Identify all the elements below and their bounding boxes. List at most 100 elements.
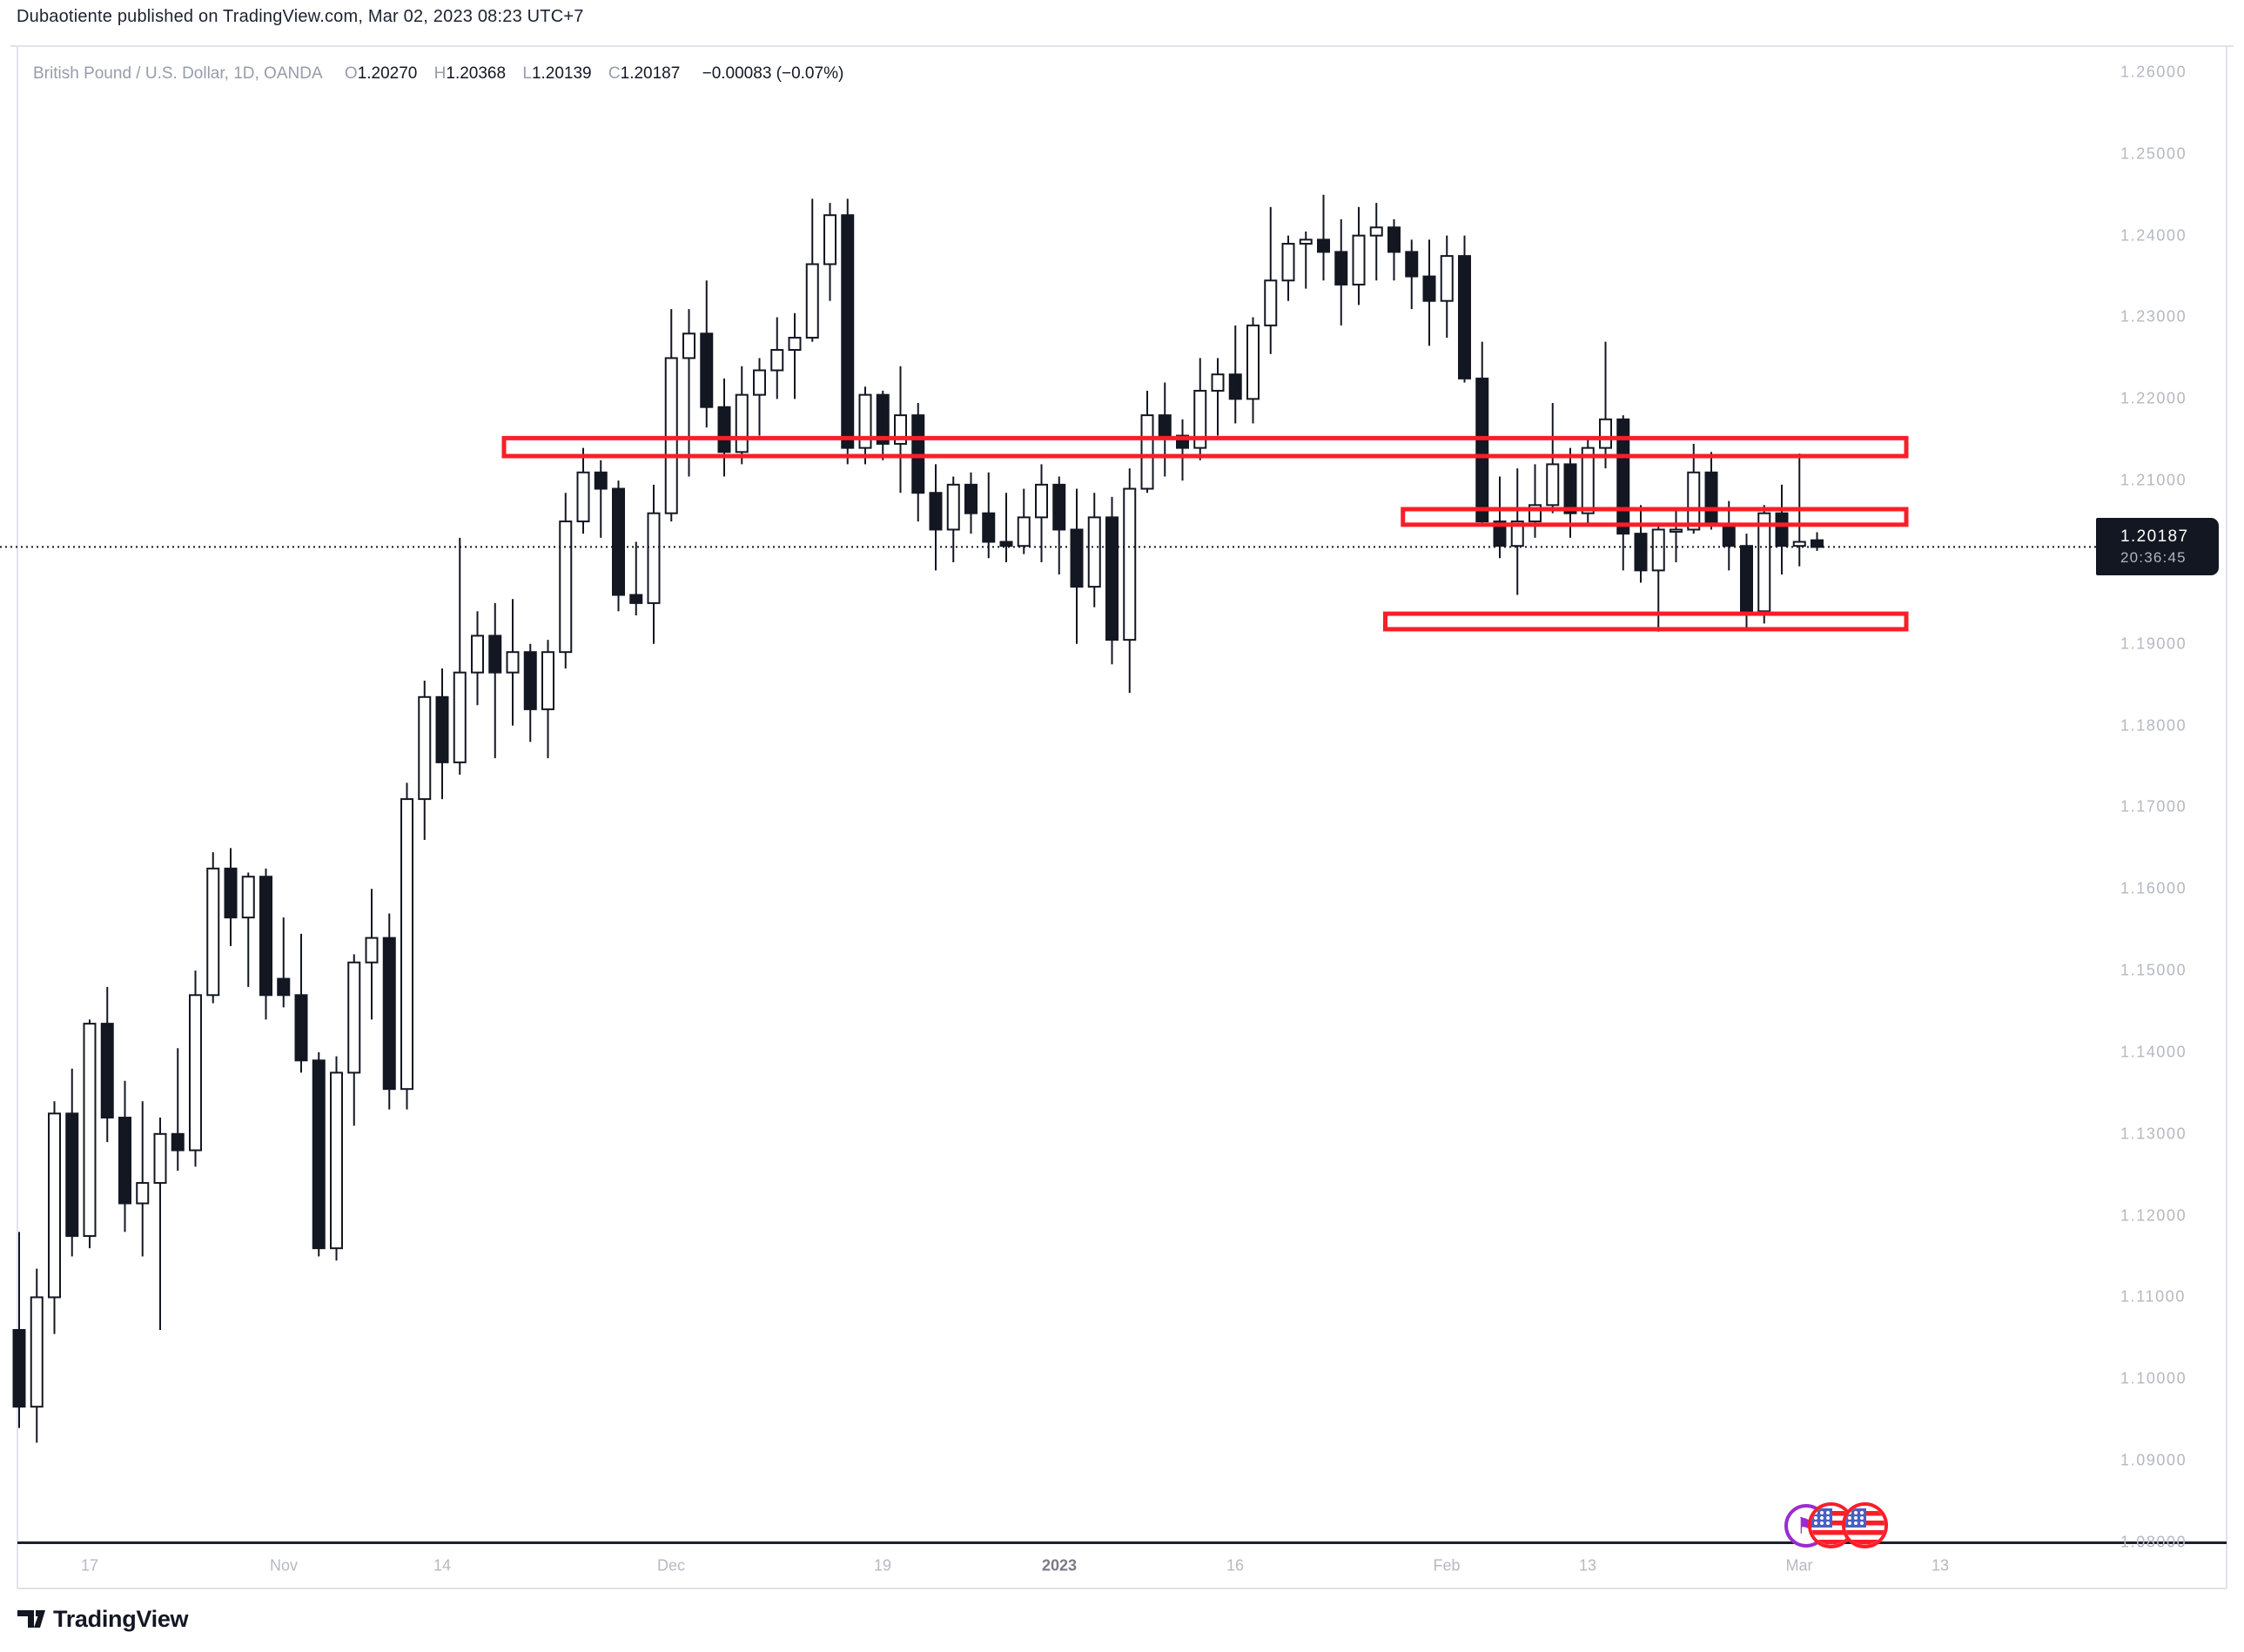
candle-body-nov-01	[277, 977, 291, 997]
candle-body-dec-26	[964, 483, 978, 514]
resistance-zone[interactable]	[501, 435, 1909, 459]
candle-body-jan-26	[1369, 226, 1383, 237]
candle-body-feb-24	[1740, 545, 1753, 613]
candle-body-nov-28	[612, 487, 625, 596]
candle-body-dec-02	[682, 332, 695, 359]
price-tick-label: 1.22000	[2120, 389, 2187, 407]
candle-body-dec-16	[858, 393, 872, 449]
candle-body-dec-06	[717, 406, 731, 453]
close-label: C	[608, 64, 621, 83]
candle-body-dec-07	[735, 393, 749, 453]
candle-body-mar-01	[1792, 541, 1806, 547]
candle-body-jan-06	[1123, 487, 1137, 641]
candle-body-feb-17	[1651, 528, 1665, 572]
support-zone[interactable]	[1383, 611, 1909, 632]
price-tick-label: 1.18000	[2120, 716, 2187, 735]
candle-body-oct-25	[189, 994, 202, 1152]
candle-body-feb-20	[1670, 528, 1683, 533]
candle-body-dec-12	[788, 336, 802, 352]
candle-body-dec-05	[700, 332, 714, 408]
candle-body-dec-01	[664, 357, 678, 514]
tradingview-logo-text: TradingView	[53, 1605, 189, 1632]
price-tick-label: 1.16000	[2120, 879, 2187, 897]
candle-body-oct-31	[259, 876, 272, 997]
price-tick-label: 1.08000	[2120, 1533, 2187, 1551]
candle-body-oct-13	[48, 1112, 61, 1299]
candle-body-jan-04	[1087, 516, 1101, 588]
open-label: O	[344, 64, 358, 83]
candle-body-dec-15	[841, 214, 855, 449]
us-flag-graphic	[1845, 1506, 1885, 1545]
candle-body-jan-20	[1299, 238, 1313, 245]
candle-body-jan-16	[1228, 373, 1242, 400]
candle-body-jan-18	[1264, 279, 1278, 326]
pivot-zone[interactable]	[1401, 507, 1909, 527]
change-value: −0.00083 (−0.07%)	[702, 64, 844, 83]
candle-body-dec-27	[982, 512, 996, 543]
candle-body-nov-07	[347, 961, 361, 1074]
candle-body-feb-16	[1634, 533, 1648, 572]
price-tick-label: 1.25000	[2120, 144, 2187, 163]
candle-body-oct-17	[83, 1023, 97, 1238]
candle-body-jan-24	[1334, 251, 1348, 285]
time-tick-label: 17	[80, 1556, 99, 1575]
pane-left-border	[17, 46, 18, 1588]
time-tick-label: 16	[1226, 1556, 1245, 1575]
pane-bottom-border	[17, 1541, 2227, 1544]
candle-body-dec-08	[753, 369, 766, 396]
price-tick-label: 1.26000	[2120, 63, 2187, 81]
symbol-title[interactable]: British Pound / U.S. Dollar, 1D, OANDA	[33, 64, 323, 83]
time-axis[interactable]: 17 Nov 14 Dec 19 2023 16 Feb 13 Mar 13	[17, 1543, 2227, 1588]
tradingview-logo-mark	[17, 1610, 45, 1628]
candle-body-nov-18	[506, 651, 520, 674]
candle-body-oct-20	[136, 1182, 150, 1205]
candle-body-jan-25	[1352, 234, 1366, 285]
price-axis[interactable]: 1.26000 1.25000 1.24000 1.23000 1.22000 1.210…	[2106, 46, 2227, 1588]
candle-body-nov-29	[629, 594, 643, 604]
current-price-value: 1.20187	[2120, 527, 2189, 546]
candle-body-dec-14	[823, 214, 836, 265]
candle-body-dec-30	[1035, 483, 1048, 519]
time-axis-bottom-border	[17, 1588, 2227, 1589]
candle-body-feb-23	[1722, 524, 1736, 547]
price-tick-label: 1.13000	[2120, 1125, 2187, 1143]
candle-body-jan-19	[1281, 243, 1295, 282]
candle-body-oct-11	[12, 1328, 26, 1408]
price-tick-label: 1.11000	[2120, 1287, 2186, 1306]
time-tick-label: 19	[873, 1556, 892, 1575]
candle-body-oct-28	[241, 876, 255, 919]
axis-right-border	[2226, 46, 2227, 1588]
candle-body-feb-28	[1775, 512, 1789, 547]
candle-body-nov-22	[541, 651, 554, 710]
attribution-text: Dubaotiente published on TradingView.com…	[17, 7, 584, 26]
candle-body-oct-14	[65, 1112, 79, 1238]
price-tick-label: 1.15000	[2120, 961, 2187, 979]
candle-body-nov-08	[365, 937, 379, 964]
candle-body-feb-10	[1563, 463, 1577, 514]
close-value: 1.20187	[620, 64, 681, 83]
candle-body-jan-10	[1158, 414, 1172, 437]
candle-body-nov-30	[647, 512, 661, 604]
candle-body-feb-13	[1581, 447, 1595, 514]
candle-body-nov-04	[330, 1071, 343, 1250]
symbol-header[interactable]: British Pound / U.S. Dollar, 1D, OANDA O…	[33, 64, 843, 84]
candle-body-feb-15	[1616, 418, 1630, 535]
candle-body-feb-22	[1704, 471, 1718, 527]
low-label: L	[522, 64, 532, 83]
tradingview-logo[interactable]: TradingView	[16, 1603, 189, 1635]
price-tick-label: 1.24000	[2120, 226, 2187, 245]
candle-body-feb-09	[1546, 463, 1560, 507]
time-tick-label: Feb	[1433, 1556, 1461, 1575]
candle-body-feb-27	[1757, 512, 1771, 613]
time-tick-label: Mar	[1785, 1556, 1813, 1575]
high-value: 1.20368	[446, 64, 507, 83]
candle-body-dec-09	[770, 349, 784, 372]
us-flag-icon[interactable]	[1842, 1502, 1888, 1548]
candle-body-dec-13	[805, 263, 819, 339]
candle-body-feb-01	[1440, 255, 1454, 302]
time-tick-label: Dec	[656, 1556, 686, 1575]
candle-body-nov-16	[471, 635, 484, 674]
candle-body-oct-24	[171, 1132, 185, 1152]
